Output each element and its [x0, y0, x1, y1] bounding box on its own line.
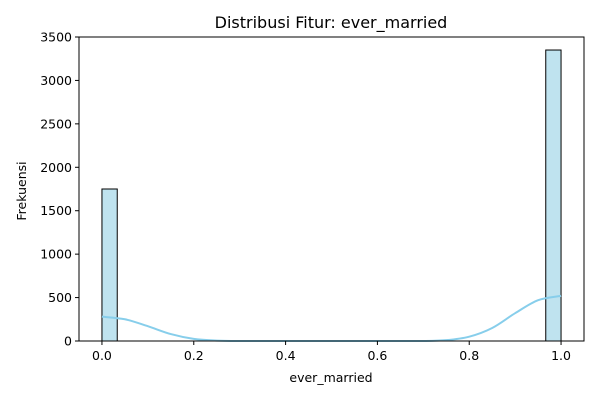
kde-line — [101, 294, 562, 343]
x-tick-label-5: 1.0 — [551, 348, 571, 363]
y-tick-label-7: 3500 — [40, 30, 72, 45]
y-tick-label-3: 1500 — [40, 203, 72, 218]
chart-title: Distribusi Fitur: ever_married — [215, 13, 448, 33]
y-tick-label-1: 500 — [48, 290, 72, 305]
y-axis-label: Frekuensi — [14, 161, 29, 220]
y-tick-label-6: 3000 — [40, 73, 72, 88]
plot-area: 0.0 0.2 0.4 0.6 0.8 1.0 0 500 1000 1500 2000 2500 30… — [40, 30, 585, 363]
x-tick-label-1: 0.2 — [184, 348, 204, 363]
x-axis-label: ever_married — [289, 370, 372, 385]
y-tick-label-4: 2000 — [40, 160, 72, 175]
y-tick-label-0: 0 — [64, 334, 72, 349]
x-tick-label-4: 0.8 — [459, 348, 479, 363]
x-tick-label-3: 0.6 — [367, 348, 387, 363]
axes-frame — [78, 36, 585, 342]
y-tick-label-2: 1000 — [40, 247, 72, 262]
x-tick-label-2: 0.4 — [276, 348, 296, 363]
y-tick-label-5: 2500 — [40, 116, 72, 131]
x-tick-label-0: 0.0 — [92, 348, 112, 363]
